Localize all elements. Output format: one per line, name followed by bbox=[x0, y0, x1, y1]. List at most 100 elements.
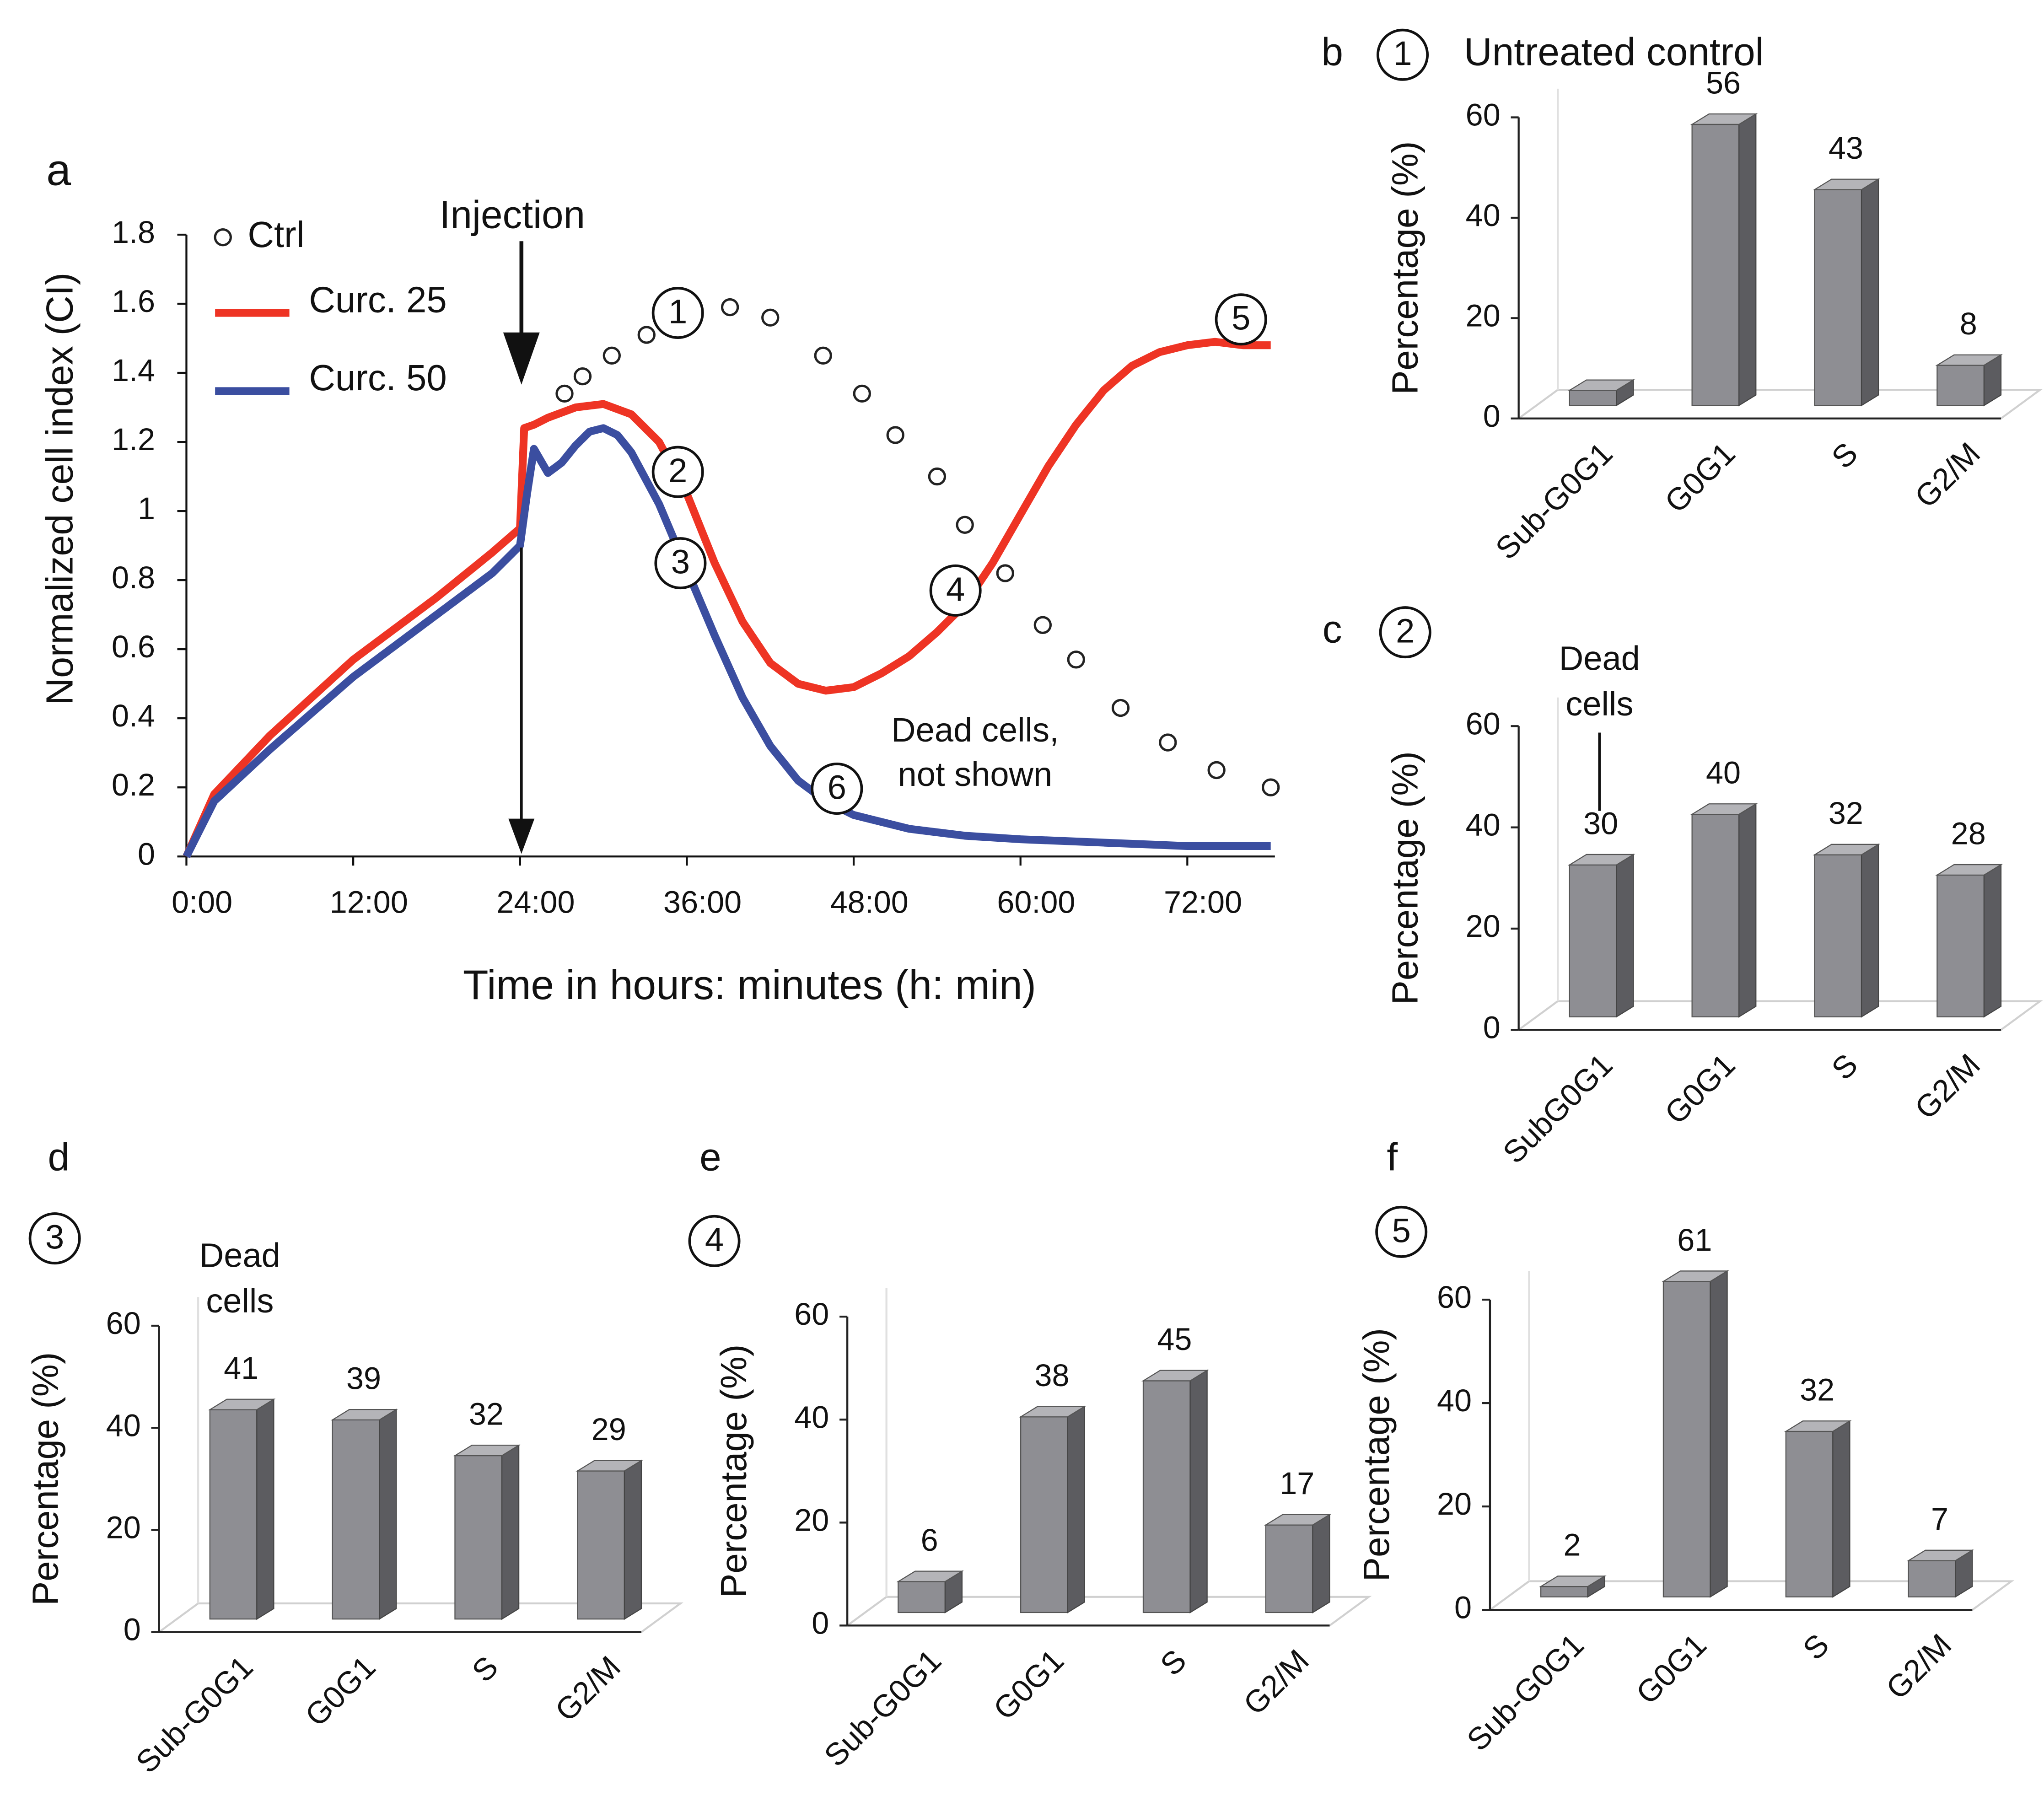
data-point bbox=[1159, 733, 1177, 752]
data-point bbox=[637, 326, 656, 344]
x-tick-label: G0G1 bbox=[1630, 1627, 1713, 1711]
panel-letter: c bbox=[1323, 608, 1342, 651]
x-tick-label: S bbox=[1825, 1047, 1864, 1086]
y-tick-label: 40 bbox=[1437, 1383, 1472, 1418]
marker-circle bbox=[688, 1215, 741, 1267]
bar-top bbox=[1690, 113, 1758, 125]
marker-circle bbox=[811, 763, 863, 815]
marker-circle bbox=[929, 564, 982, 617]
bar-side bbox=[379, 1409, 397, 1620]
bar-side bbox=[1861, 178, 1879, 407]
value-label: 7 bbox=[1931, 1502, 1948, 1537]
y-tick-label: 0 bbox=[1483, 399, 1501, 434]
annotation: Dead bbox=[1559, 639, 1640, 677]
x-tick-label: S bbox=[1797, 1627, 1836, 1667]
marker-circle bbox=[1375, 1205, 1428, 1258]
value-label: 61 bbox=[1677, 1223, 1712, 1258]
x-tick-label: 12:00 bbox=[330, 885, 408, 920]
bar-top bbox=[208, 1398, 276, 1410]
y-axis-label: Percentage (%) bbox=[1385, 141, 1425, 395]
y-tick-label: 0 bbox=[812, 1606, 829, 1640]
bar-side bbox=[1983, 864, 2002, 1018]
value-label: 56 bbox=[1706, 66, 1741, 101]
bar-side bbox=[1067, 1405, 1085, 1613]
bar-front bbox=[1569, 390, 1617, 406]
bar-front bbox=[209, 1409, 258, 1620]
bar-top bbox=[1567, 854, 1635, 866]
y-tick-label: 0.6 bbox=[112, 629, 155, 664]
x-tick-label: Sub-G0G1 bbox=[129, 1650, 260, 1780]
bar-side bbox=[1710, 1270, 1728, 1598]
bar-top bbox=[896, 1570, 964, 1582]
bar-top bbox=[330, 1409, 398, 1421]
y-tick-label: 20 bbox=[106, 1511, 141, 1545]
bar-side bbox=[256, 1398, 274, 1620]
x-tick-label: 0:00 bbox=[172, 885, 232, 920]
bar-side bbox=[1832, 1420, 1850, 1598]
bar-top bbox=[576, 1460, 643, 1472]
value-label: 8 bbox=[1960, 306, 1977, 341]
data-line bbox=[183, 338, 1271, 858]
data-point bbox=[1262, 778, 1280, 796]
marker-label: 6 bbox=[828, 768, 846, 806]
bar-front bbox=[1142, 1380, 1191, 1613]
y-tick-label: 60 bbox=[1437, 1280, 1472, 1315]
value-label: 29 bbox=[592, 1412, 626, 1447]
bar-front bbox=[1265, 1524, 1313, 1613]
data-point bbox=[1111, 699, 1130, 717]
x-tick-label: G0G1 bbox=[1658, 436, 1742, 520]
y-tick-label: 0 bbox=[1454, 1590, 1472, 1625]
marker-label: 4 bbox=[946, 570, 965, 608]
y-tick-label: 0 bbox=[1483, 1010, 1501, 1045]
bar-front bbox=[1814, 189, 1862, 406]
y-tick-label: 20 bbox=[1466, 298, 1501, 333]
bar-top bbox=[453, 1445, 521, 1457]
data-point bbox=[602, 346, 621, 365]
bar-top bbox=[1141, 1370, 1209, 1382]
value-label: 17 bbox=[1280, 1466, 1314, 1501]
y-axis-label: Percentage (%) bbox=[713, 1344, 754, 1598]
bar-top bbox=[1690, 803, 1758, 815]
panel-letter: d bbox=[48, 1136, 70, 1179]
annotation: cells bbox=[206, 1282, 274, 1320]
x-tick-label: G0G1 bbox=[299, 1650, 382, 1733]
y-tick-label: 20 bbox=[794, 1503, 829, 1538]
panel-letter: e bbox=[699, 1136, 721, 1179]
data-point bbox=[956, 516, 974, 534]
data-point bbox=[555, 384, 574, 403]
bar-front bbox=[332, 1419, 380, 1620]
arrow-head bbox=[503, 332, 540, 385]
y-tick-label: 1.2 bbox=[112, 422, 155, 457]
marker-label: 3 bbox=[45, 1218, 64, 1256]
bar-front bbox=[1691, 124, 1740, 406]
bar-front bbox=[1936, 874, 1985, 1017]
bar-side bbox=[1738, 803, 1757, 1018]
bar-top bbox=[1567, 379, 1635, 391]
bar-top bbox=[1813, 844, 1881, 855]
bar-side bbox=[624, 1459, 642, 1620]
bar-top bbox=[1539, 1575, 1607, 1587]
x-tick-label: Sub-G0G1 bbox=[818, 1643, 948, 1773]
value-label: 2 bbox=[1563, 1528, 1581, 1563]
y-tick-label: 0.8 bbox=[112, 560, 155, 595]
bar-top bbox=[1264, 1514, 1332, 1526]
bar-front bbox=[577, 1470, 625, 1620]
value-label: 30 bbox=[1583, 806, 1618, 841]
y-tick-label: 40 bbox=[794, 1400, 829, 1435]
data-point bbox=[721, 298, 739, 317]
data-line bbox=[183, 424, 1271, 859]
x-tick-label: 48:00 bbox=[830, 885, 909, 920]
marker-label: 5 bbox=[1232, 299, 1250, 337]
annotation: Dead cells, bbox=[891, 711, 1059, 749]
marker-circle bbox=[654, 537, 707, 590]
panel-letter: a bbox=[46, 145, 71, 195]
marker-label: 4 bbox=[705, 1221, 724, 1258]
marker-label: 1 bbox=[1393, 34, 1412, 72]
y-tick-label: 60 bbox=[1466, 706, 1501, 741]
bar-side bbox=[1312, 1513, 1330, 1613]
value-label: 43 bbox=[1829, 131, 1863, 166]
y-tick-label: 1.4 bbox=[112, 353, 155, 388]
x-tick-label: G2/M bbox=[1880, 1627, 1958, 1706]
injection-label: Injection bbox=[440, 194, 585, 237]
